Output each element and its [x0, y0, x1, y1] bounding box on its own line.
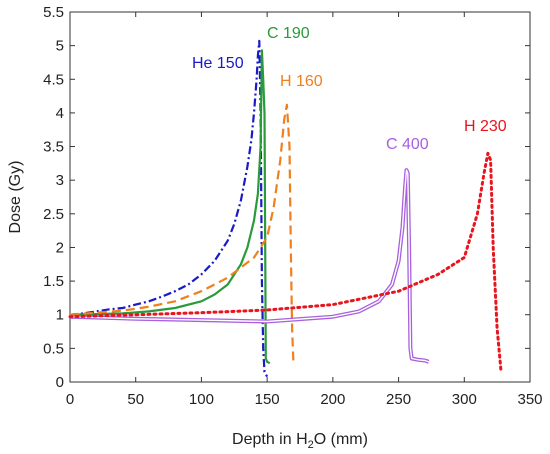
- x-axis-title-pre: Depth in H: [232, 431, 308, 448]
- series-lines: [68, 39, 503, 378]
- y-axis-ticks: 0 0.5 1 1.5 2 2.5 3 3.5 4 4.5 5 5.5: [43, 4, 530, 391]
- x-tick-label: 100: [189, 391, 214, 408]
- series-label-he-150: He 150: [192, 55, 244, 72]
- series-label-h-230: H 230: [464, 118, 507, 135]
- x-tick-label: 250: [386, 391, 411, 408]
- series-line-h-230: [68, 151, 503, 374]
- y-axis-title: Dose (Gy): [7, 161, 24, 234]
- x-tick-label: 350: [517, 391, 542, 408]
- plot-frame: [69, 11, 531, 383]
- y-tick-label: 1: [56, 307, 64, 324]
- series-label-c-400: C 400: [386, 136, 429, 153]
- series-line-c-190: [69, 49, 271, 365]
- y-tick-label: 3.5: [43, 139, 64, 156]
- y-tick-label: 2.5: [43, 206, 64, 223]
- y-tick-label: 3: [56, 172, 64, 189]
- y-tick-label: 0.5: [43, 340, 64, 357]
- x-axis-ticks: 0 50 100 150 200 250 300 350: [66, 12, 543, 408]
- x-tick-label: 0: [66, 391, 74, 408]
- series-line-h-160: [69, 103, 295, 362]
- series-label-h-160: H 160: [280, 73, 323, 90]
- x-axis-title-post: O (mm): [314, 431, 368, 448]
- y-tick-label: 4.5: [43, 71, 64, 88]
- x-tick-label: 200: [320, 391, 345, 408]
- x-axis-title: Depth in H2O (mm): [232, 431, 368, 451]
- series-line-c-400: [69, 168, 430, 364]
- y-tick-label: 5: [56, 38, 64, 55]
- y-tick-label: 2: [56, 239, 64, 256]
- y-tick-label: 4: [56, 105, 64, 122]
- series-label-c-190: C 190: [267, 25, 310, 42]
- series-line-c-400-inner: [69, 169, 430, 363]
- x-tick-label: 150: [255, 391, 280, 408]
- y-tick-label: 5.5: [43, 4, 64, 21]
- x-tick-label: 50: [127, 391, 144, 408]
- x-tick-label: 300: [452, 391, 477, 408]
- series-line-he-150: [69, 39, 269, 378]
- x-axis-title-sub: 2: [308, 439, 314, 451]
- y-tick-label: 1.5: [43, 273, 64, 290]
- y-tick-label: 0: [56, 374, 64, 391]
